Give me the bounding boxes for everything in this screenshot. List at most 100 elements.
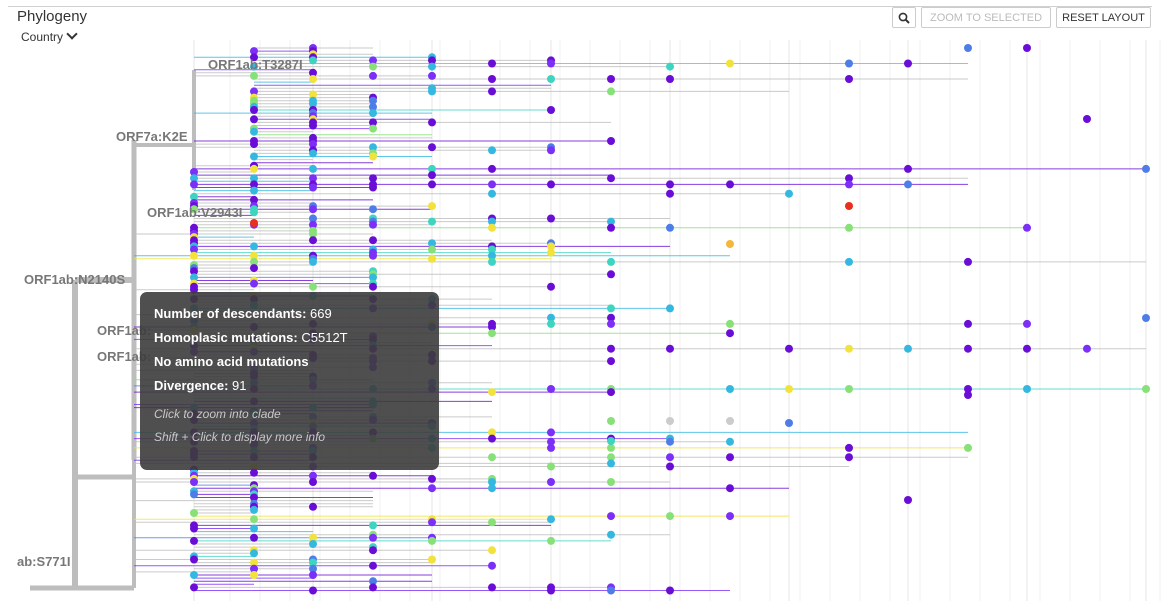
tree-tip[interactable] (250, 558, 258, 567)
tree-tip[interactable] (1083, 344, 1091, 353)
tree-tip[interactable] (726, 453, 734, 462)
tree-tip[interactable] (190, 205, 198, 214)
tree-tip[interactable] (726, 319, 734, 328)
tree-tip[interactable] (666, 344, 674, 353)
tree-tip[interactable] (369, 102, 377, 111)
tree-tip[interactable] (488, 75, 496, 83)
tree-tip[interactable] (190, 168, 198, 176)
tree-tip[interactable] (309, 75, 317, 83)
tree-tip[interactable] (190, 174, 198, 183)
tree-tip[interactable] (369, 471, 377, 480)
tree-tip[interactable] (726, 437, 734, 446)
tree-tip[interactable] (250, 571, 258, 579)
tree-tip[interactable] (607, 512, 615, 521)
tree-tip[interactable] (309, 174, 317, 183)
tree-tip[interactable] (190, 251, 198, 260)
tree-tip[interactable] (1083, 115, 1091, 123)
tree-tip[interactable] (369, 143, 377, 152)
tree-tip[interactable] (488, 217, 496, 226)
tree-tip[interactable] (607, 586, 615, 595)
tree-tip[interactable] (309, 586, 317, 595)
tree-tip[interactable] (250, 71, 258, 80)
tree-tip[interactable] (190, 180, 198, 189)
tree-tip[interactable] (369, 236, 377, 245)
tree-tip[interactable] (547, 319, 555, 328)
tree-tip[interactable] (964, 257, 972, 266)
tree-tip[interactable] (547, 59, 555, 68)
tree-tip[interactable] (250, 140, 258, 149)
tree-tip[interactable] (309, 164, 317, 173)
tree-tip[interactable] (428, 239, 436, 248)
tree-tip[interactable] (369, 561, 377, 570)
tree-tip[interactable] (250, 533, 258, 542)
tree-tip[interactable] (250, 242, 258, 251)
tree-tip[interactable] (250, 251, 258, 260)
tree-tip[interactable] (607, 478, 615, 486)
tree-tip[interactable] (309, 220, 317, 229)
tree-tip[interactable] (845, 174, 853, 183)
tree-tip[interactable] (488, 329, 496, 338)
tree-tip[interactable] (250, 515, 258, 524)
tree-tip[interactable] (428, 484, 436, 493)
tree-tip[interactable] (785, 385, 793, 393)
tree-tip[interactable] (309, 90, 317, 99)
tree-tip[interactable] (250, 174, 258, 183)
tree-tip[interactable] (666, 586, 674, 595)
tree-tip[interactable] (666, 62, 674, 71)
tree-tip[interactable] (190, 509, 198, 517)
tree-tip[interactable] (547, 146, 555, 155)
tree-tip[interactable] (488, 189, 496, 198)
tree-tip[interactable] (250, 493, 258, 502)
tree-tip[interactable] (369, 183, 377, 192)
tree-tip[interactable] (309, 478, 317, 486)
tree-tip[interactable] (845, 385, 853, 393)
tree-tip[interactable] (488, 223, 496, 232)
tree-tip[interactable] (309, 282, 317, 291)
tree-tip[interactable] (845, 223, 853, 232)
tree-tip[interactable] (488, 180, 496, 189)
tree-tip[interactable] (904, 496, 912, 504)
tree-tip[interactable] (1023, 344, 1031, 353)
tree-tip[interactable] (845, 443, 853, 452)
tree-tip[interactable] (607, 137, 615, 145)
tree-tip[interactable] (250, 53, 258, 62)
tree-tip[interactable] (309, 571, 317, 579)
tree-tip[interactable] (607, 75, 615, 83)
tree-tip[interactable] (547, 586, 555, 595)
tree-tip[interactable] (488, 484, 496, 493)
tree-tip[interactable] (250, 195, 258, 204)
tree-tip[interactable] (607, 388, 615, 397)
tree-tip[interactable] (250, 115, 258, 124)
tree-tip[interactable] (904, 344, 912, 353)
tree-tip[interactable] (488, 583, 496, 592)
tree-tip[interactable] (488, 59, 496, 68)
tree-tip[interactable] (428, 555, 436, 564)
tree-tip[interactable] (190, 490, 198, 499)
tree-tip[interactable] (547, 282, 555, 291)
tree-tip[interactable] (726, 417, 734, 425)
tree-tip[interactable] (845, 180, 853, 189)
tree-tip[interactable] (190, 245, 198, 254)
tree-tip[interactable] (547, 428, 555, 437)
tree-tip[interactable] (369, 96, 377, 105)
tree-tip[interactable] (845, 75, 853, 83)
tree-tip[interactable] (428, 536, 436, 545)
tree-tip[interactable] (964, 344, 972, 353)
tree-tip[interactable] (428, 254, 436, 263)
tree-tip[interactable] (369, 109, 377, 118)
tree-tip[interactable] (547, 462, 555, 471)
tree-tip[interactable] (1142, 385, 1150, 393)
tree-tip[interactable] (250, 564, 258, 573)
tree-tip[interactable] (190, 273, 198, 282)
tree-tip[interactable] (369, 118, 377, 127)
tree-tip[interactable] (428, 180, 436, 189)
tree-tip[interactable] (785, 344, 793, 353)
tree-tip[interactable] (250, 106, 258, 114)
tree-tip[interactable] (666, 462, 674, 471)
tree-tip[interactable] (547, 248, 555, 257)
tree-tip[interactable] (369, 71, 377, 80)
tree-tip[interactable] (369, 533, 377, 542)
tree-tip[interactable] (607, 174, 615, 183)
tree-tip[interactable] (309, 205, 317, 214)
tree-tip[interactable] (250, 549, 258, 558)
